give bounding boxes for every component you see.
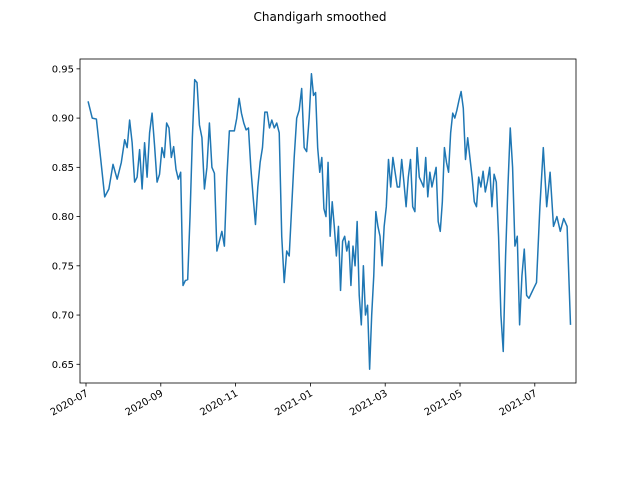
- y-tick-label: 0.80: [52, 212, 74, 223]
- x-tick-label: 2020-07: [49, 388, 91, 418]
- x-tick-label: 2020-11: [198, 388, 240, 418]
- y-tick-label: 0.70: [52, 311, 74, 322]
- x-tick-label: 2021-05: [423, 388, 465, 418]
- x-tick-label: 2021-07: [498, 388, 540, 418]
- data-line: [87, 73, 572, 370]
- chart-title: Chandigarh smoothed: [254, 10, 387, 24]
- x-tick-label: 2020-09: [124, 388, 166, 418]
- y-tick-label: 0.85: [52, 163, 74, 174]
- y-tick-label: 0.90: [52, 114, 74, 125]
- y-tick-label: 0.65: [52, 360, 74, 371]
- y-tick-label: 0.75: [52, 261, 74, 272]
- x-tick-label: 2021-03: [348, 388, 390, 418]
- plot-area: [79, 58, 577, 384]
- y-tick-label: 0.95: [52, 64, 74, 75]
- x-tick-label: 2021-01: [273, 388, 315, 418]
